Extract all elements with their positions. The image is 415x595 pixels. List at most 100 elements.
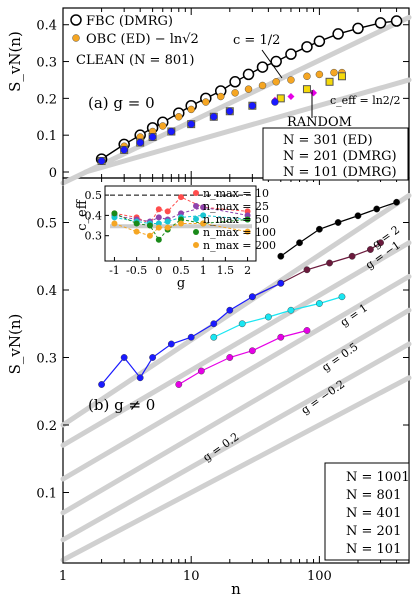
inset-legend-marker-1	[193, 203, 199, 209]
point-a-1	[244, 85, 253, 93]
legend-marker-a-1	[72, 34, 80, 42]
inset-legend-marker-3	[193, 229, 199, 235]
point-a-0	[256, 61, 269, 73]
inset-point-3	[133, 220, 140, 227]
inset-point-0	[164, 208, 171, 215]
point-a-4	[271, 98, 279, 106]
point-b-0	[296, 239, 303, 247]
arrow-c-half	[261, 49, 283, 79]
inset-point-3	[146, 222, 153, 229]
inset-x-title: g	[177, 276, 185, 291]
point-b-0	[334, 219, 342, 226]
point-b-0	[315, 225, 323, 233]
inset-point-4	[200, 220, 207, 227]
inset-legend-label-2: n_max = 50	[203, 213, 269, 226]
point-a-4	[148, 133, 157, 141]
inset-legend-label-0: n_max = 10	[203, 187, 269, 200]
point-a-4	[226, 107, 234, 115]
guide-line-random	[83, 77, 412, 175]
point-b-4	[120, 354, 128, 361]
point-a-1	[175, 113, 183, 121]
y-axis-title-a: S_vN(n)	[6, 31, 24, 92]
point-a-1	[202, 98, 210, 106]
ytick-label-b: 0.2	[36, 419, 57, 434]
point-a-0	[332, 28, 344, 40]
inset-point-4	[133, 228, 140, 235]
legend-label-b-4: N = 101	[346, 542, 401, 557]
point-a-0	[242, 68, 255, 81]
ytick-label-a: 0.3	[36, 56, 57, 71]
inset-xtick-label: 2	[244, 264, 251, 277]
inset-point-4	[146, 232, 153, 239]
inset-ytick-label: 0.4	[85, 209, 103, 222]
point-a-0	[390, 15, 403, 27]
inset-y-title: c_eff	[75, 198, 90, 230]
point-b-1	[348, 252, 356, 260]
xtick-label: 1	[59, 569, 67, 584]
inset-line-0	[114, 196, 248, 225]
point-a-2	[337, 72, 346, 81]
ytick-label-b: 0.1	[36, 487, 57, 502]
legend-label-a-2: N = 301 (ED)	[283, 133, 373, 148]
point-b-4	[149, 354, 157, 361]
point-b-4	[187, 333, 195, 341]
xtick-label: 100	[307, 569, 332, 584]
point-b-4	[98, 381, 105, 388]
point-b-2	[238, 320, 246, 328]
ytick-label-a: 0.1	[36, 129, 57, 144]
point-b-0	[393, 198, 400, 206]
point-b-2	[210, 333, 218, 341]
point-b-1	[303, 266, 311, 274]
legend-label-b-2: N = 401	[346, 506, 401, 521]
point-b-0	[354, 212, 362, 220]
point-b-1	[326, 259, 333, 267]
inset-point-0	[178, 194, 184, 201]
point-a-0	[352, 22, 364, 35]
panel-b-title: (b) g ≠ 0	[88, 396, 155, 414]
inset-line-2	[114, 214, 248, 225]
line-b-3	[178, 329, 308, 386]
inset-xtick-label: 1	[200, 264, 207, 277]
inset-point-2	[200, 212, 207, 219]
inset-ytick-label: 0.3	[85, 230, 103, 243]
inset-point-1	[200, 204, 207, 211]
point-b-3	[303, 327, 311, 334]
guide-line-b-3	[60, 274, 412, 482]
point-a-1	[187, 105, 195, 114]
point-b-0	[277, 252, 285, 260]
point-b-3	[175, 381, 183, 388]
point-a-3	[287, 93, 295, 101]
point-a-0	[285, 48, 297, 60]
inset-point-1	[155, 214, 162, 221]
point-b-0	[373, 205, 381, 213]
annotation-ceff: c_eff = ln2/2	[330, 94, 401, 107]
legend-label-a-1: OBC (ED) − ln√2	[86, 32, 199, 47]
point-b-2	[287, 306, 295, 314]
point-a-0	[229, 76, 241, 88]
point-b-4	[167, 340, 175, 348]
legend-label-a-3: N = 201 (DMRG)	[283, 149, 397, 164]
point-a-0	[301, 41, 313, 53]
inset-point-4	[111, 220, 118, 227]
inset-ytick-label: 0.5	[85, 189, 103, 202]
point-a-4	[167, 127, 176, 136]
legend-label-a-0: FBC (DMRG)	[86, 14, 173, 29]
ytick-label-b: 0.4	[36, 284, 57, 299]
point-a-2	[325, 77, 334, 86]
inset-legend-marker-2	[193, 216, 199, 222]
point-b-1	[367, 246, 374, 253]
annotation-g-1: g = 1	[338, 301, 370, 329]
point-b-4	[226, 306, 234, 314]
point-a-4	[187, 120, 195, 128]
data-marks	[70, 14, 403, 554]
point-b-3	[277, 333, 285, 341]
line-b-4	[101, 282, 282, 385]
legend-label-a-4: N = 101 (DMRG)	[283, 165, 397, 180]
guide-line-b-5	[60, 341, 412, 543]
ytick-label-b: 0.3	[36, 352, 57, 367]
point-b-3	[248, 347, 256, 355]
point-b-4	[277, 279, 285, 287]
inset-legend-marker-0	[193, 190, 199, 196]
point-a-1	[330, 68, 338, 77]
